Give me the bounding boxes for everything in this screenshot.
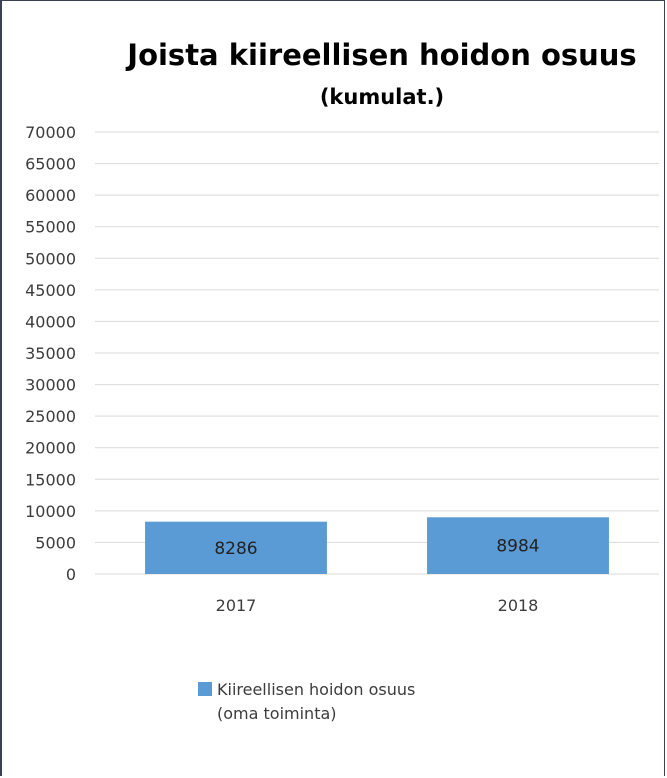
y-tick-label: 0	[66, 565, 76, 584]
chart-subtitle: (kumulat.)	[320, 85, 444, 109]
legend-label: (oma toiminta)	[217, 704, 337, 723]
data-label-2018: 8984	[496, 537, 539, 557]
y-tick-label: 30000	[25, 376, 76, 395]
y-tick-label: 70000	[25, 123, 76, 142]
data-label-2017: 8286	[214, 539, 257, 559]
y-tick-label: 60000	[25, 186, 76, 205]
legend: Kiireellisen hoidon osuus (oma toiminta)	[198, 680, 415, 723]
bar-2018	[427, 517, 609, 574]
chart-title: Joista kiireellisen hoidon osuus	[125, 38, 636, 72]
y-tick-label: 20000	[25, 439, 76, 458]
y-tick-label: 50000	[25, 249, 76, 268]
y-tick-label: 45000	[25, 281, 76, 300]
gridlines	[95, 131, 659, 575]
y-tick-label: 5000	[35, 533, 76, 552]
x-tick-label-2018: 2018	[498, 596, 539, 615]
y-axis-tick-labels: 0 5000 10000 15000 20000 25000 30000 35000 40000…	[25, 123, 76, 584]
y-tick-label: 55000	[25, 218, 76, 237]
legend-swatch	[198, 682, 212, 696]
legend-label: Kiireellisen hoidon osuus	[217, 680, 415, 699]
y-tick-label: 35000	[25, 344, 76, 363]
bar-2017	[145, 521, 327, 574]
y-tick-label: 10000	[25, 502, 76, 521]
y-tick-label: 25000	[25, 407, 76, 426]
y-tick-label: 65000	[25, 155, 76, 174]
bars: 8286 8984	[145, 517, 609, 574]
y-tick-label: 15000	[25, 470, 76, 489]
x-tick-label-2017: 2017	[216, 596, 257, 615]
x-axis-tick-labels: 2017 2018	[216, 596, 539, 615]
y-tick-label: 40000	[25, 312, 76, 331]
